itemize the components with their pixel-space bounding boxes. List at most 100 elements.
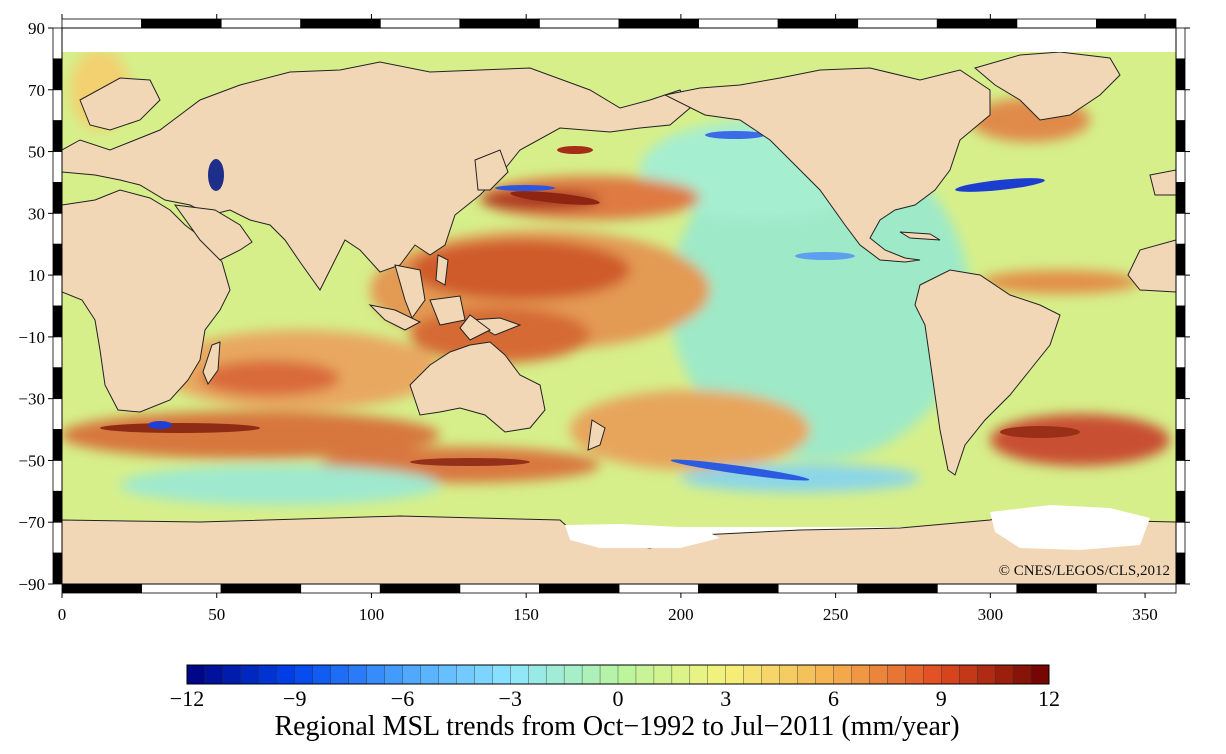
south-pacific-high xyxy=(570,390,810,470)
frame-segment-top xyxy=(936,18,1018,29)
colorbar-segment xyxy=(689,664,709,685)
colorbar-segment xyxy=(994,664,1014,685)
madagascar xyxy=(202,341,221,386)
colorbar-segment xyxy=(563,664,583,685)
japan xyxy=(474,149,509,191)
south-atlantic-strip xyxy=(1000,426,1080,438)
frame-segment-left xyxy=(52,305,63,338)
latitude-tick-label: −10 xyxy=(18,328,45,347)
tropical-atlantic-high xyxy=(980,270,1140,294)
frame-segment-bottom xyxy=(300,583,381,594)
frame-segment-top xyxy=(141,18,222,29)
frame-segment-top xyxy=(1096,18,1177,29)
map-border xyxy=(61,27,1177,585)
colorbar-segment xyxy=(240,664,260,685)
colorbar-segment xyxy=(366,664,386,685)
sumatra xyxy=(368,304,422,331)
no-data-regions xyxy=(62,28,1176,550)
frame-segment-right xyxy=(1175,27,1186,60)
frame-segment-right xyxy=(1175,89,1186,122)
latitude-tick-label: −30 xyxy=(18,390,45,409)
colorbar-segment xyxy=(186,664,206,685)
colorbar-segment xyxy=(330,664,350,685)
frame-segment-left xyxy=(52,429,63,461)
colorbar-segment xyxy=(581,664,601,685)
frame-segment-top xyxy=(1016,18,1097,29)
arctic-no-data xyxy=(62,28,1176,52)
colorbar-border xyxy=(186,664,1050,685)
frame-segment-right xyxy=(1175,243,1186,276)
west-africa xyxy=(1127,239,1176,293)
colorbar-segment xyxy=(761,664,781,685)
cuba xyxy=(899,231,941,241)
greenland xyxy=(973,51,1121,121)
sulawesi xyxy=(459,314,491,341)
frame-segment-right xyxy=(1175,521,1186,554)
colorbar-segment xyxy=(851,664,870,685)
colorbar-segment xyxy=(294,664,314,685)
colorbar-segment xyxy=(635,664,655,685)
frame-segment-left xyxy=(52,27,63,60)
new-zealand xyxy=(587,419,606,451)
colorbar-tick-label: 6 xyxy=(828,686,839,711)
philippines xyxy=(435,254,449,286)
frame-segment-left xyxy=(52,212,63,245)
north-america xyxy=(663,67,991,263)
east-pacific-low xyxy=(670,140,970,460)
colorbar-segment xyxy=(959,664,978,685)
colorbar-segment xyxy=(222,664,242,685)
colorbar-segment xyxy=(492,664,511,685)
frame-segment-right xyxy=(1175,274,1186,307)
longitude-axis: 0 50 100 150 200 250 300 350 xyxy=(58,14,1158,624)
longitude-tick-label: 100 xyxy=(359,605,385,624)
colorbar-segment xyxy=(474,664,493,685)
colorbar-tick-label: 0 xyxy=(613,686,624,711)
frame-segment-right xyxy=(1175,120,1186,152)
frame-segment-bottom xyxy=(936,583,1018,594)
longitude-tick-label: 300 xyxy=(978,605,1004,624)
colorbar-segment xyxy=(510,664,529,685)
caspian-sea xyxy=(208,159,224,191)
scandinavia xyxy=(79,77,161,131)
southern-ocean-low-strip xyxy=(670,459,810,481)
frame-segment-top xyxy=(618,18,699,29)
colorbar-segment xyxy=(204,664,224,685)
frame-segment-bottom xyxy=(459,583,540,594)
frame-segment-right xyxy=(1175,398,1186,430)
frame-segment-right xyxy=(1175,490,1186,523)
frame-segment-left xyxy=(52,151,63,183)
sharp-trend-features xyxy=(100,131,1080,481)
latitude-tick-label: 50 xyxy=(28,143,45,162)
frame-segment-left xyxy=(52,89,63,122)
southern-low-1 xyxy=(120,465,440,505)
colorbar-segment xyxy=(869,664,888,685)
south-atlantic-high xyxy=(990,414,1170,466)
frame-segment-bottom xyxy=(618,583,699,594)
colorbar-segment xyxy=(599,664,619,685)
colorbar-segment xyxy=(941,664,960,685)
colorbar-segment xyxy=(312,664,332,685)
frame-segment-right xyxy=(1175,552,1186,585)
latitude-tick-label: −50 xyxy=(18,451,45,470)
land-masses xyxy=(62,51,1176,584)
colorbar-segment xyxy=(276,664,296,685)
frame-segment-bottom xyxy=(777,583,859,594)
frame-segment-right xyxy=(1175,367,1186,400)
okhotsk-high xyxy=(557,146,593,154)
colorbar-segment xyxy=(1012,664,1032,685)
frame-segment-top xyxy=(459,18,540,29)
frame-segment-top xyxy=(61,18,142,29)
frame-segment-bottom xyxy=(220,583,302,594)
frame-segment-left xyxy=(52,274,63,307)
australia xyxy=(409,341,546,433)
frame-segment-top xyxy=(220,18,302,29)
colorbar-segment xyxy=(384,664,403,685)
longitude-tick-label: 50 xyxy=(208,605,225,624)
colorbar-segment xyxy=(438,664,457,685)
frame-segment-bottom xyxy=(698,583,779,594)
colorbar-tick-label: 3 xyxy=(720,686,731,711)
colorbar-segment xyxy=(725,664,745,685)
longitude-tick-label: 200 xyxy=(668,605,694,624)
frame-segment-left xyxy=(52,367,63,400)
